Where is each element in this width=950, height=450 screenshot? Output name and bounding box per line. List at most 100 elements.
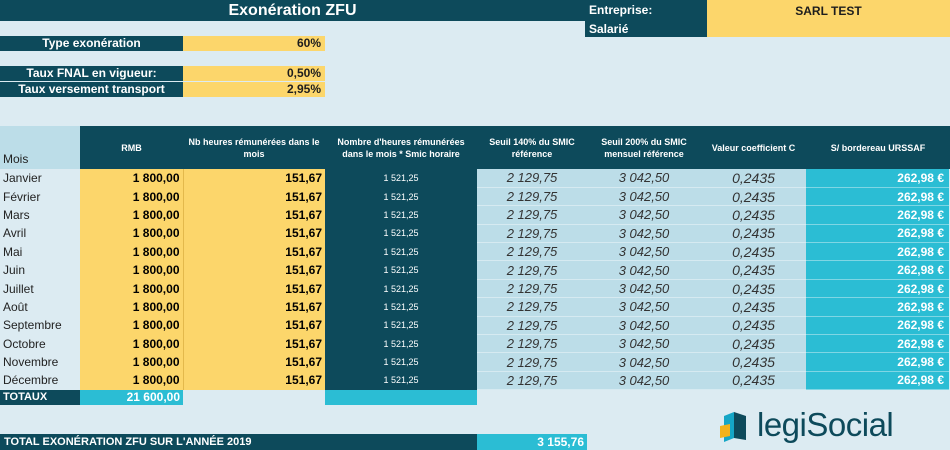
nb-heures-cell[interactable]: 151,67 [182,371,325,390]
nb-heures-cell[interactable]: 151,67 [182,279,325,298]
table-row: Juin 1 800,00 151,67 1 521,25 2 129,75 3 042,… [0,260,949,280]
taux-fnal-value[interactable]: 0,50% [183,66,325,81]
seuil-200-cell: 3 042,50 [587,371,701,391]
table-row: Mai 1 800,00 151,67 1 521,25 2 129,75 3 042,5… [0,242,949,262]
nb-heures-smic-cell: 1 521,25 [325,316,477,335]
month-cell: Février [3,189,41,204]
seuil-200-cell: 3 042,50 [587,205,701,225]
nb-heures-smic-cell: 1 521,25 [325,169,477,188]
rmb-cell[interactable]: 1 800,00 [80,242,183,261]
nb-heures-cell[interactable]: 151,67 [182,224,325,243]
urssaf-cell: 262,98 € [806,334,949,354]
rmb-cell[interactable]: 1 800,00 [80,205,183,225]
seuil-140-cell: 2 129,75 [477,224,587,244]
seuil-200-cell: 3 042,50 [587,242,701,262]
entreprise-label: Entreprise: [589,3,653,17]
header-seuil-200: Seuil 200% du SMIC mensuel référence [587,126,701,169]
logo-text-suffix: Social [806,406,894,443]
rmb-cell[interactable]: 1 800,00 [80,169,183,188]
header-seuil-140: Seuil 140% du SMIC référence [477,126,587,169]
seuil-200-cell: 3 042,50 [587,169,701,188]
month-cell: Janvier [3,171,42,186]
month-cell: Juin [3,263,26,278]
totaux-nb-heures-smic[interactable] [325,390,477,405]
table-row: Juillet 1 800,00 151,67 1 521,25 2 129,75 3 0… [0,279,949,299]
type-exoneration-value[interactable]: 60% [183,36,325,51]
total-exoneration-value[interactable]: 3 155,76 [477,434,587,450]
rmb-cell[interactable]: 1 800,00 [80,187,183,206]
page-title: Exonération ZFU [0,0,585,21]
urssaf-cell: 262,98 € [806,316,949,336]
seuil-140-cell: 2 129,75 [477,334,587,354]
entreprise-label-cell: Entreprise: [585,0,707,21]
seuil-200-cell: 3 042,50 [587,279,701,299]
nb-heures-cell[interactable]: 151,67 [182,169,325,188]
nb-heures-smic-cell: 1 521,25 [325,279,477,298]
rmb-cell[interactable]: 1 800,00 [80,371,183,390]
seuil-140-cell: 2 129,75 [477,242,587,262]
month-cell: Mars [3,207,30,222]
urssaf-cell: 262,98 € [806,205,949,225]
urssaf-cell: 262,98 € [806,279,949,299]
nb-heures-cell[interactable]: 151,67 [182,260,325,280]
logo-text-prefix: legi [757,406,807,443]
coef-cell: 0,2435 [701,297,806,317]
table-row: Février 1 800,00 151,67 1 521,25 2 129,75 3 0… [0,187,949,207]
seuil-140-cell: 2 129,75 [477,352,587,372]
totaux-rmb[interactable]: 21 600,00 [80,390,183,405]
salarie-label-cell: Salarié [585,21,707,37]
nb-heures-cell[interactable]: 151,67 [182,352,325,372]
rmb-cell[interactable]: 1 800,00 [80,224,183,243]
nb-heures-cell[interactable]: 151,67 [182,297,325,317]
seuil-200-cell: 3 042,50 [587,224,701,244]
header-mois: Mois [3,152,29,166]
nb-heures-cell[interactable]: 151,67 [182,187,325,206]
rmb-cell[interactable]: 1 800,00 [80,260,183,280]
nb-heures-cell[interactable]: 151,67 [182,334,325,353]
nb-heures-cell[interactable]: 151,67 [182,242,325,261]
header-urssaf: S/ bordereau URSSAF [806,126,950,169]
table-row: Mars 1 800,00 151,67 1 521,25 2 129,75 3 042,… [0,205,949,225]
rmb-cell[interactable]: 1 800,00 [80,316,183,335]
seuil-200-cell: 3 042,50 [587,352,701,372]
coef-cell: 0,2435 [701,316,806,336]
nb-heures-smic-cell: 1 521,25 [325,297,477,317]
nb-heures-smic-cell: 1 521,25 [325,352,477,372]
rmb-cell[interactable]: 1 800,00 [80,352,183,372]
urssaf-cell: 262,98 € [806,242,949,262]
seuil-200-cell: 3 042,50 [587,187,701,207]
month-cell: Décembre [3,373,59,388]
coef-cell: 0,2435 [701,205,806,225]
nb-heures-smic-cell: 1 521,25 [325,371,477,390]
coef-cell: 0,2435 [701,169,806,188]
urssaf-cell: 262,98 € [806,352,949,372]
nb-heures-smic-cell: 1 521,25 [325,224,477,243]
total-exoneration-label: TOTAL EXONÉRATION ZFU SUR L'ANNÉE 2019 [0,434,477,450]
table-row: Octobre 1 800,00 151,67 1 521,25 2 129,75 3 0… [0,334,949,354]
nb-heures-cell[interactable]: 151,67 [182,316,325,335]
seuil-140-cell: 2 129,75 [477,187,587,207]
seuil-140-cell: 2 129,75 [477,297,587,317]
nb-heures-cell[interactable]: 151,67 [182,205,325,225]
urssaf-cell: 262,98 € [806,371,949,391]
nb-heures-smic-cell: 1 521,25 [325,187,477,206]
rmb-cell[interactable]: 1 800,00 [80,279,183,298]
coef-cell: 0,2435 [701,334,806,354]
month-cell: Septembre [3,318,62,333]
month-cell: Mai [3,244,23,259]
rmb-cell[interactable]: 1 800,00 [80,297,183,317]
urssaf-cell: 262,98 € [806,260,949,280]
month-cell: Octobre [3,336,46,351]
legisocial-logo-text: legiSocial [757,405,894,445]
seuil-200-cell: 3 042,50 [587,316,701,336]
month-cell: Novembre [3,355,59,370]
month-cell: Juillet [3,281,34,296]
nb-heures-smic-cell: 1 521,25 [325,205,477,225]
nb-heures-smic-cell: 1 521,25 [325,260,477,280]
rmb-cell[interactable]: 1 800,00 [80,334,183,353]
salarie-label: Salarié [589,22,629,36]
taux-transport-value[interactable]: 2,95% [183,82,325,97]
taux-transport-label: Taux versement transport [0,82,183,97]
entreprise-value[interactable]: SARL TEST [707,0,950,37]
seuil-140-cell: 2 129,75 [477,316,587,336]
